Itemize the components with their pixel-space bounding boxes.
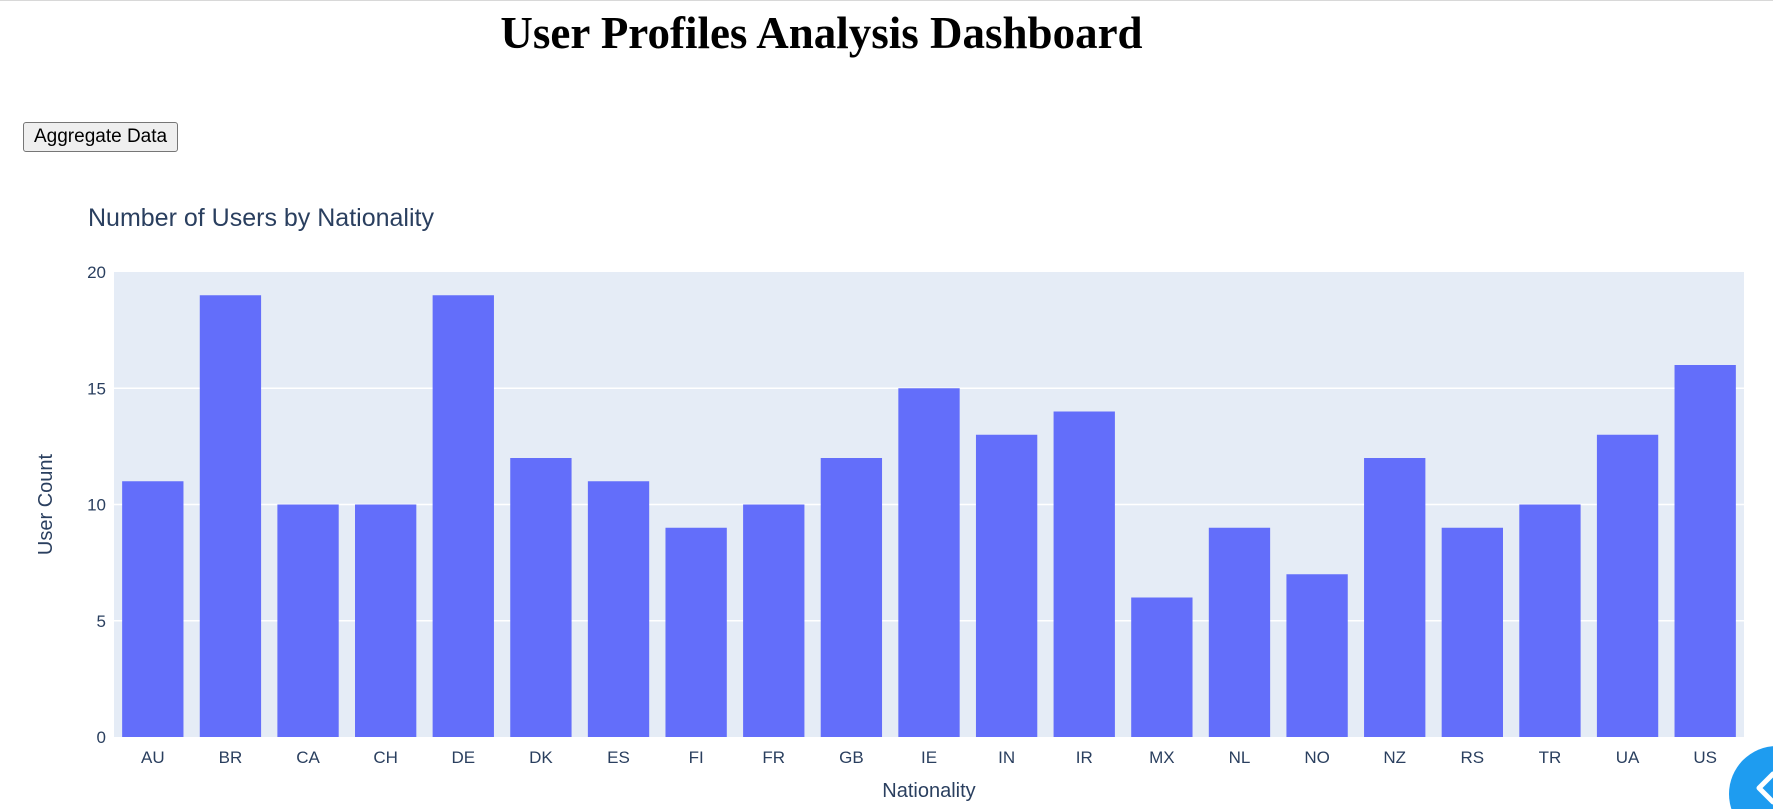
x-tick-label: DK xyxy=(529,748,553,767)
bar-ca[interactable] xyxy=(277,504,339,738)
bar-ie[interactable] xyxy=(898,388,960,737)
bar-in[interactable] xyxy=(975,434,1038,737)
x-tick-label: DE xyxy=(451,748,475,767)
y-tick-label: 20 xyxy=(87,263,106,282)
bar-nl[interactable] xyxy=(1208,527,1271,737)
x-tick-label: IE xyxy=(921,748,937,767)
bar-fi[interactable] xyxy=(665,527,727,737)
y-tick-label: 0 xyxy=(97,728,106,747)
x-tick-label: NO xyxy=(1304,748,1330,767)
bar-no[interactable] xyxy=(1286,574,1348,737)
bar-es[interactable] xyxy=(587,481,650,737)
x-tick-label: US xyxy=(1693,748,1717,767)
x-tick-label: FR xyxy=(762,748,785,767)
x-tick-label: RS xyxy=(1461,748,1485,767)
bars xyxy=(122,295,1736,737)
bar-ua[interactable] xyxy=(1596,434,1659,737)
x-tick-label: NZ xyxy=(1383,748,1406,767)
y-axis-ticks: 0 5 10 15 20 xyxy=(87,263,106,747)
bar-br[interactable] xyxy=(199,295,262,737)
bar-nz[interactable] xyxy=(1364,458,1426,737)
x-axis-ticks: AU BR CA CH DE DK ES FI FR GB IE IN IR MX NL NO NZ RS TR UA… xyxy=(141,748,1717,767)
y-tick-label: 5 xyxy=(97,612,106,631)
bar-rs[interactable] xyxy=(1441,527,1503,737)
x-tick-label: CH xyxy=(373,748,398,767)
bar-gb[interactable] xyxy=(820,458,883,737)
y-axis-label: User Count xyxy=(35,453,57,555)
x-tick-label: BR xyxy=(219,748,243,767)
x-tick-label: CA xyxy=(296,748,320,767)
x-tick-label: GB xyxy=(839,748,864,767)
bar-fr[interactable] xyxy=(743,504,805,738)
x-tick-label: ES xyxy=(607,748,630,767)
bar-ch[interactable] xyxy=(355,504,417,738)
x-tick-label: NL xyxy=(1229,748,1251,767)
x-tick-label: MX xyxy=(1149,748,1175,767)
chevron-left-icon xyxy=(1756,771,1773,805)
page-title: User Profiles Analysis Dashboard xyxy=(500,8,1143,58)
bar-de[interactable] xyxy=(432,295,494,737)
x-axis-label: Nationality xyxy=(882,780,975,802)
bar-us[interactable] xyxy=(1674,365,1736,737)
y-tick-label: 10 xyxy=(87,496,106,515)
x-tick-label: UA xyxy=(1616,748,1640,767)
bar-ir[interactable] xyxy=(1053,411,1115,738)
x-tick-label: IR xyxy=(1076,748,1093,767)
bar-mx[interactable] xyxy=(1131,597,1193,738)
chart-title: Number of Users by Nationality xyxy=(88,204,434,232)
bar-au[interactable] xyxy=(122,481,184,737)
aggregate-data-button[interactable]: Aggregate Data xyxy=(23,122,179,152)
x-tick-label: IN xyxy=(998,748,1015,767)
x-tick-label: FI xyxy=(689,748,704,767)
bar-tr[interactable] xyxy=(1519,504,1581,738)
x-tick-label: TR xyxy=(1539,748,1562,767)
bar-dk[interactable] xyxy=(510,458,572,737)
x-tick-label: AU xyxy=(141,748,165,767)
y-tick-label: 15 xyxy=(87,379,106,398)
